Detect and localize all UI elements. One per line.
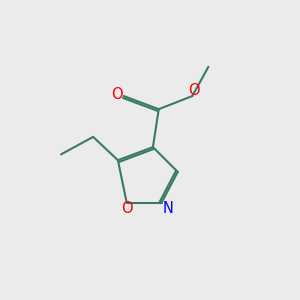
Text: O: O: [111, 87, 122, 102]
Text: O: O: [188, 83, 200, 98]
Text: O: O: [121, 201, 133, 216]
Text: N: N: [163, 201, 173, 216]
